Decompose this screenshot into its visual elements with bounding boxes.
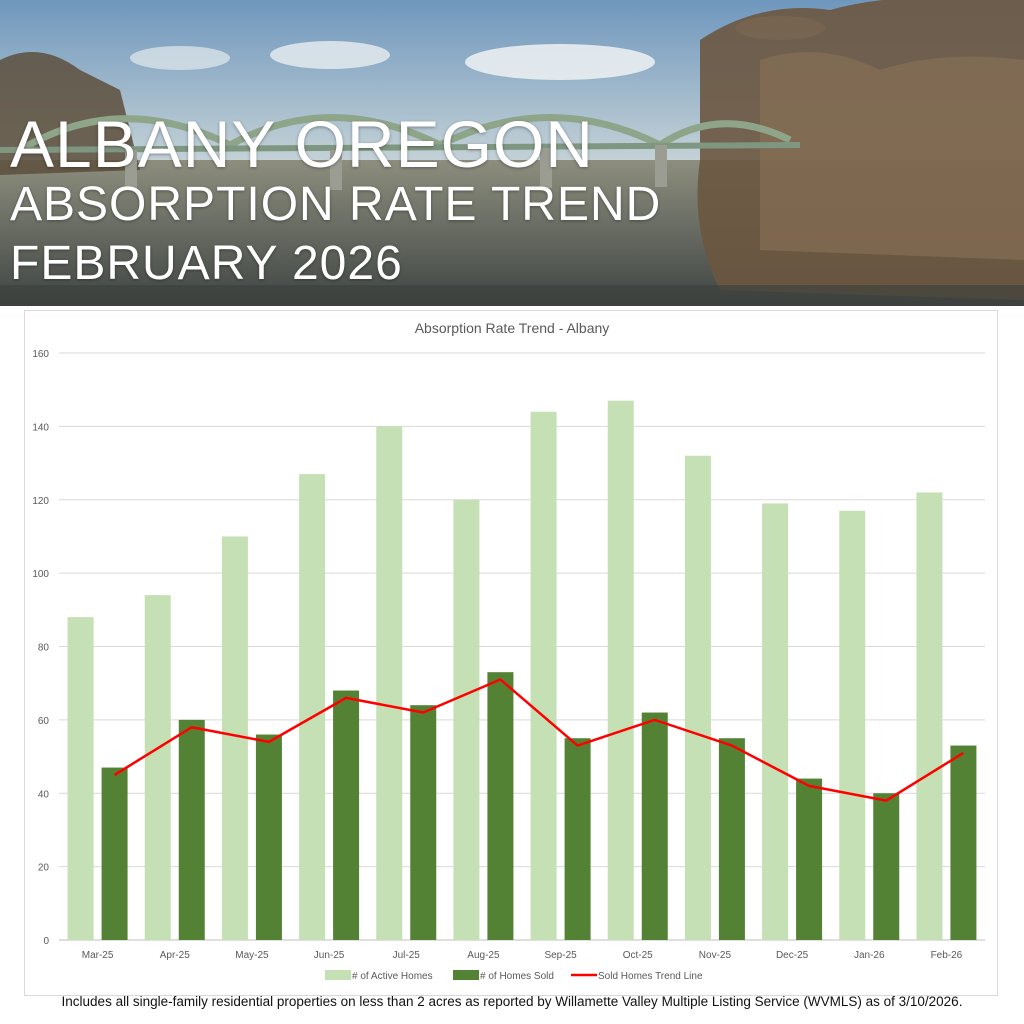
y-tick-label: 20 (38, 863, 50, 874)
homes-sold-bar (101, 767, 128, 940)
y-tick-label: 80 (38, 643, 50, 654)
x-tick-label: Jan-26 (854, 950, 885, 961)
x-axis-ticks: Mar-25 Apr-25 May-25 Jun-25 Jul-25 Aug-25 Sep-… (82, 950, 963, 961)
homes-sold-bar (564, 738, 591, 940)
river-bridge-photo (0, 0, 1024, 306)
x-tick-label: Nov-25 (699, 950, 732, 961)
chart-area: Absorption Rate Trend - Albany 0 20 40 60 80… (24, 310, 998, 996)
active-homes-bar (299, 474, 326, 940)
homes-sold-bar (950, 745, 977, 940)
homes-sold-bar (410, 705, 437, 940)
active-homes-bar (607, 400, 634, 941)
legend-label: Sold Homes Trend Line (598, 971, 703, 982)
active-homes-bar (144, 595, 171, 940)
active-homes-bar (839, 510, 866, 940)
x-tick-label: Dec-25 (776, 950, 809, 961)
homes-sold-bar (255, 734, 282, 940)
active-homes-bar (684, 455, 711, 940)
x-tick-label: Jun-25 (314, 950, 345, 961)
active-homes-bar (916, 492, 943, 940)
y-tick-label: 120 (32, 496, 49, 507)
source-footnote: Includes all single-family residential p… (61, 994, 963, 1009)
active-homes-bar (376, 426, 403, 940)
trend-line-layer (113, 678, 965, 802)
gridlines (59, 352, 985, 941)
active-homes-bar (453, 499, 480, 940)
banner-subtitle: ABSORPTION RATE TREND (10, 178, 662, 231)
x-tick-label: Mar-25 (82, 950, 114, 961)
homes-sold-bar (641, 712, 668, 940)
homes-sold-bar (333, 690, 360, 940)
legend-swatch (453, 970, 479, 980)
legend-label: # of Active Homes (352, 971, 433, 982)
chart-title: Absorption Rate Trend - Albany (415, 320, 610, 336)
homes-sold-bar (873, 793, 900, 940)
homes-sold-bar (487, 672, 514, 940)
banner-title: ALBANY OREGON (10, 107, 594, 181)
banner-date: FEBRUARY 2026 (10, 237, 403, 290)
y-tick-label: 160 (32, 349, 49, 360)
y-tick-label: 140 (32, 422, 49, 433)
absorption-chart: Absorption Rate Trend - Albany 0 20 40 60 80… (32, 320, 985, 982)
x-tick-label: Jul-25 (393, 950, 421, 961)
homes-sold-bar (718, 738, 745, 940)
y-tick-label: 60 (38, 716, 50, 727)
sold-homes-trend-line (113, 678, 965, 802)
x-tick-label: Oct-25 (623, 950, 653, 961)
y-tick-label: 100 (32, 569, 49, 580)
homes-sold-bar (796, 778, 823, 940)
active-homes-bar (762, 503, 789, 940)
y-axis-ticks: 0 20 40 60 80 100 120 140 160 (32, 349, 49, 947)
y-tick-label: 0 (43, 936, 49, 947)
legend: # of Active Homes # of Homes Sold Sold Hom… (325, 970, 703, 982)
x-tick-label: Sep-25 (544, 950, 577, 961)
homes-sold-bar (178, 719, 205, 940)
active-homes-bar (67, 617, 94, 940)
y-tick-label: 40 (38, 789, 50, 800)
x-tick-label: Feb-26 (931, 950, 963, 961)
active-homes-bar (530, 411, 557, 940)
x-tick-label: Apr-25 (160, 950, 190, 961)
x-tick-label: May-25 (235, 950, 269, 961)
legend-swatch (325, 970, 351, 980)
header-banner: ALBANY OREGON ABSORPTION RATE TREND FEBR… (0, 0, 1024, 306)
legend-label: # of Homes Sold (480, 971, 554, 982)
x-tick-label: Aug-25 (467, 950, 500, 961)
bars (67, 400, 977, 941)
